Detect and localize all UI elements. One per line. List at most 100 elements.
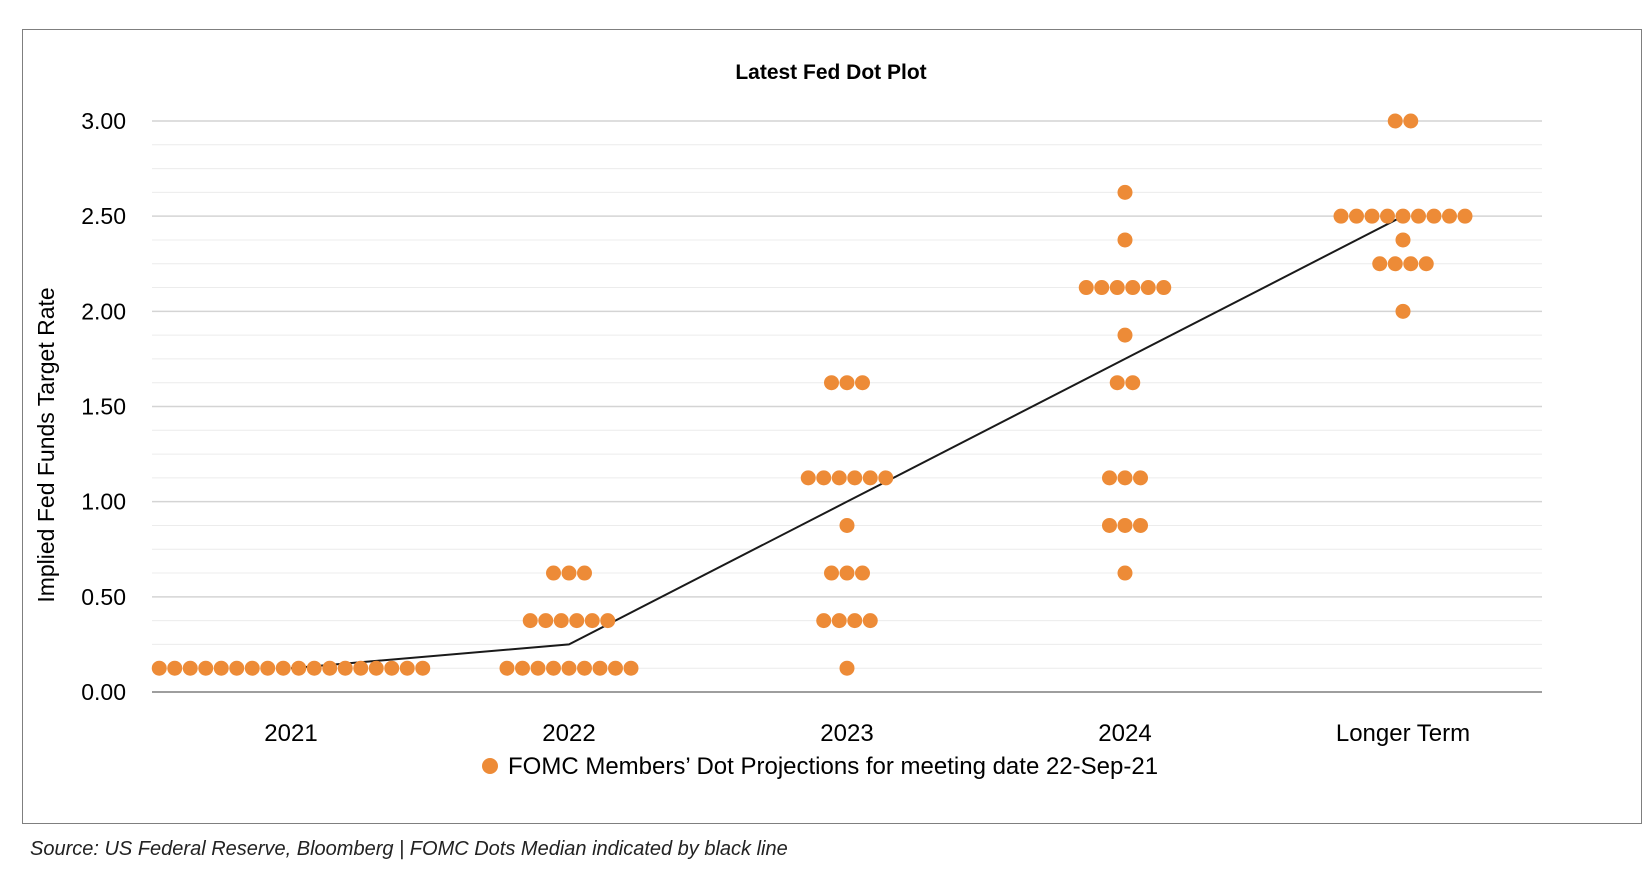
dot-point (1380, 208, 1395, 224)
dot-point (1333, 208, 1349, 224)
dot-point (862, 470, 878, 486)
dot-point (515, 660, 530, 676)
median-line (290, 215, 1404, 670)
dot-point (1411, 208, 1426, 224)
dot-point (1125, 280, 1141, 296)
dot-point (229, 660, 245, 676)
dot-point (275, 660, 291, 676)
dot-point (855, 565, 870, 581)
dot-point (244, 660, 260, 676)
dot-point (1395, 208, 1411, 224)
dot-point (1133, 470, 1148, 486)
dot-point (1094, 280, 1110, 296)
legend-label: FOMC Members’ Dot Projections for meetin… (508, 753, 1158, 780)
y-tick-labels: 0.00 0.50 1.00 1.50 2.00 2.50 3.00 (81, 108, 126, 705)
y-axis-label: Implied Fed Funds Target Rate (33, 287, 59, 602)
dot-point (291, 660, 307, 676)
dot-point (1117, 184, 1133, 200)
x-tick-label: 2023 (820, 720, 873, 747)
dot-point (399, 660, 415, 676)
dot-point (600, 613, 616, 629)
dot-point (1117, 232, 1133, 248)
dot-point (839, 660, 855, 676)
dot-point (1364, 208, 1380, 224)
dot-point (538, 613, 554, 629)
dot-point (1387, 256, 1403, 272)
dot-point (1102, 517, 1117, 533)
dot-point (1395, 232, 1411, 248)
x-tick-label: 2024 (1098, 720, 1151, 747)
dot-point (1125, 375, 1141, 391)
dot-point (608, 660, 623, 676)
legend-marker (482, 758, 498, 774)
dot-point (1133, 517, 1148, 533)
y-tick-label: 2.00 (81, 298, 126, 324)
dot-point (368, 660, 384, 676)
dot-point (855, 375, 870, 391)
dot-point (1117, 327, 1133, 343)
y-tick-label: 0.50 (81, 584, 126, 610)
dot-point (546, 565, 561, 581)
dot-point (546, 660, 561, 676)
dot-point (1117, 565, 1133, 581)
dot-point (1372, 256, 1388, 272)
dot-point (862, 613, 878, 629)
dot-point (847, 470, 863, 486)
dot-point (839, 375, 855, 391)
dot-point (1457, 208, 1473, 224)
dot-point (1403, 256, 1419, 272)
y-tick-label: 0.00 (81, 679, 126, 705)
dot-point (561, 660, 577, 676)
source-note: Source: US Federal Reserve, Bloomberg | … (30, 838, 788, 860)
x-tick-label: 2021 (264, 720, 317, 747)
dot-point (1442, 208, 1457, 224)
dot-point (847, 613, 863, 629)
dot-point (561, 565, 577, 581)
dot-point (878, 470, 894, 486)
y-tick-label: 2.50 (81, 203, 126, 229)
dot-point (816, 613, 832, 629)
dot-series (151, 113, 1473, 676)
legend: FOMC Members’ Dot Projections for meetin… (482, 753, 1158, 780)
dot-point (1418, 256, 1434, 272)
dot-point (1349, 208, 1364, 224)
dot-point (1078, 280, 1094, 296)
y-tick-label: 3.00 (81, 108, 126, 134)
dot-point (530, 660, 546, 676)
dot-point (260, 660, 276, 676)
dot-point (553, 613, 569, 629)
dot-point (1395, 303, 1411, 319)
dot-point (1102, 470, 1117, 486)
dot-point (1109, 375, 1125, 391)
x-tick-labels: 2021 2022 2023 2024 Longer Term (264, 720, 1470, 747)
dot-point (151, 660, 167, 676)
dot-point (167, 660, 183, 676)
dot-point (182, 660, 198, 676)
dot-point (322, 660, 338, 676)
gridlines (152, 120, 1542, 693)
dot-point (213, 660, 229, 676)
dot-point (824, 565, 839, 581)
dot-point (623, 660, 639, 676)
dot-point (384, 660, 400, 676)
x-tick-label: 2022 (542, 720, 595, 747)
dot-point (816, 470, 832, 486)
dot-point (1117, 517, 1133, 533)
dot-point (1117, 470, 1133, 486)
dot-point (592, 660, 608, 676)
median-line-group (290, 215, 1404, 670)
dot-point (1426, 208, 1442, 224)
dot-point (1109, 280, 1125, 296)
dot-point (353, 660, 369, 676)
dot-point (800, 470, 816, 486)
dot-point (1387, 113, 1403, 129)
dot-point (577, 565, 592, 581)
dot-point (306, 660, 322, 676)
dot-point (839, 565, 855, 581)
dot-point (577, 660, 592, 676)
dot-point (415, 660, 431, 676)
dot-point (569, 613, 585, 629)
dot-point (831, 470, 847, 486)
y-tick-label: 1.50 (81, 394, 126, 420)
